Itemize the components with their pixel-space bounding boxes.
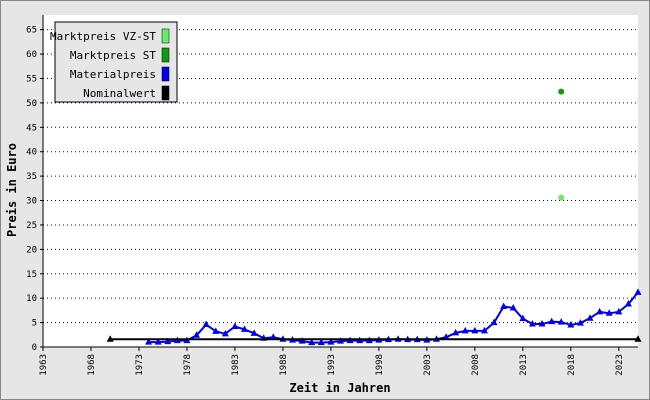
point [490,318,498,326]
point [164,337,172,345]
y-tick-label: 55 [26,74,37,84]
y-tick-label: 10 [26,294,37,304]
point [528,320,536,327]
point [557,318,565,325]
point [548,317,556,325]
x-tick-label: 1973 [135,354,145,376]
y-tick-label: 60 [26,50,37,60]
legend-label: Marktpreis VZ-ST [50,30,156,43]
point [634,288,642,295]
point [241,325,249,332]
x-tick-label: 1988 [279,354,289,376]
x-tick-label: 1983 [231,354,241,376]
point [221,329,229,337]
point [615,307,623,315]
point [250,329,258,336]
point [538,320,546,327]
point [202,320,210,328]
point [586,314,594,321]
point [480,326,488,334]
x-tick-label: 1963 [39,354,49,376]
x-tick-label: 2008 [471,354,481,376]
point [442,333,450,340]
point [558,88,565,95]
legend-label: Nominalwert [83,87,156,100]
x-tick-label: 1978 [183,354,193,376]
point [605,309,613,316]
point [452,328,460,336]
point [558,194,565,201]
point [154,338,162,345]
y-tick-label: 25 [26,221,37,231]
x-tick-label: 2003 [423,354,433,376]
point [106,335,114,342]
y-tick-label: 40 [26,148,37,158]
legend-swatch [161,47,170,63]
x-tick-label: 2018 [567,354,577,376]
y-axis-label: Preis in Euro [5,143,19,237]
x-tick-label: 2013 [519,354,529,376]
y-tick-label: 30 [26,197,37,207]
point [500,302,508,309]
point [193,331,201,338]
point [471,326,479,334]
y-tick-label: 45 [26,123,37,133]
x-tick-label: 1993 [327,354,337,376]
y-tick-label: 0 [32,343,37,353]
y-tick-label: 35 [26,172,37,182]
point [327,338,335,345]
point [212,327,220,334]
point [269,333,277,340]
point [596,307,604,315]
point [624,300,632,307]
point [567,321,575,328]
point [145,338,153,345]
y-tick-label: 15 [26,270,37,280]
y-tick-label: 65 [26,26,37,36]
legend-swatch [161,85,170,101]
point [634,335,642,342]
legend-swatch [161,66,170,82]
y-tick-label: 5 [32,319,37,329]
x-tick-label: 1968 [87,354,97,376]
legend-label: Materialpreis [70,68,156,81]
point [231,322,239,329]
point [519,314,527,322]
y-tick-label: 20 [26,245,37,255]
y-tick-label: 50 [26,99,37,109]
legend-swatch [161,28,170,44]
legend-label: Marktpreis ST [70,49,156,62]
point [461,326,469,334]
point [308,338,316,346]
point [509,303,517,311]
legend-box [54,21,178,103]
point [317,338,325,346]
x-tick-label: 1998 [375,354,385,376]
point [576,319,584,326]
point [298,337,306,344]
x-axis-label: Zeit in Jahren [289,381,390,395]
x-tick-label: 2023 [615,354,625,376]
point [337,337,344,344]
